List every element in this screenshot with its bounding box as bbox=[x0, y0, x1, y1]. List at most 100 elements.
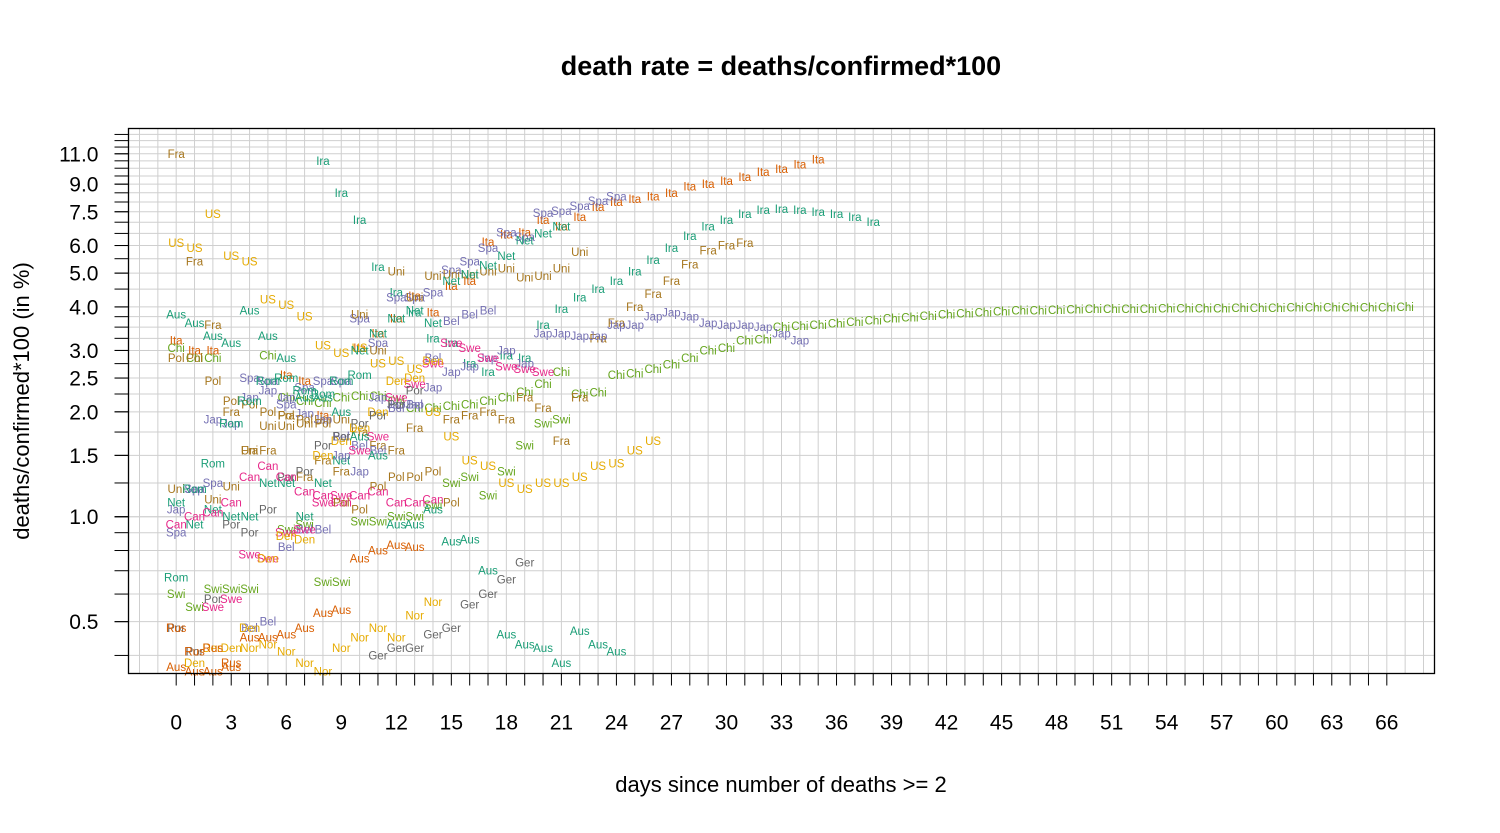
data-point-label: Ira bbox=[316, 156, 330, 168]
data-point-label: Pol bbox=[205, 376, 222, 388]
data-point-label: Aus bbox=[185, 666, 205, 678]
data-point-label: Swi bbox=[497, 466, 516, 478]
y-tick-label: 7.5 bbox=[69, 201, 98, 224]
data-point-label: Nor bbox=[314, 666, 333, 678]
data-point-label: Por bbox=[369, 411, 387, 423]
data-point-label: Fra bbox=[644, 289, 662, 301]
y-tick-label: 4.0 bbox=[69, 296, 98, 319]
data-point-label: Swe bbox=[312, 497, 334, 509]
data-point-label: Spa bbox=[276, 399, 297, 411]
data-point-label: Uni bbox=[388, 267, 405, 279]
data-point-label: Uni bbox=[333, 415, 350, 427]
data-point-label: Nor bbox=[405, 611, 424, 623]
data-point-label: Jap bbox=[552, 329, 571, 341]
data-point-label: Fra bbox=[278, 411, 296, 423]
data-point-label: Swe bbox=[440, 338, 462, 350]
data-point-label: Net bbox=[241, 512, 260, 524]
data-point-label: Swi bbox=[534, 419, 553, 431]
x-tick-label: 54 bbox=[1155, 712, 1179, 735]
data-point-label: Swe bbox=[458, 343, 480, 355]
data-point-label: Ira bbox=[426, 333, 440, 345]
y-axis: 0.5 1.0 1.5 2.0 2.5 3.0 4.0 5.0 6.0 7.5 9.0 11.0 bbox=[59, 133, 129, 656]
data-point-label: Chi bbox=[168, 343, 185, 355]
data-point-label: Ira bbox=[591, 284, 605, 296]
data-point-label: Jap bbox=[754, 322, 773, 334]
data-point-label: Ira bbox=[848, 212, 862, 224]
data-point-label: Jap bbox=[314, 415, 333, 427]
data-point-label: Spa bbox=[423, 287, 444, 299]
data-point-label: Fra bbox=[608, 318, 626, 330]
data-point-label: Uni bbox=[168, 484, 185, 496]
data-point-label: Aus bbox=[368, 450, 388, 462]
x-tick-label: 45 bbox=[990, 712, 1013, 735]
data-point-label: Ira bbox=[775, 204, 789, 216]
data-point-label: Spa bbox=[331, 376, 352, 388]
data-point-label: Uni bbox=[369, 345, 386, 357]
data-point-label: Can bbox=[257, 461, 278, 473]
data-point-label: Chi bbox=[901, 312, 918, 324]
data-point-label: Uni bbox=[259, 421, 276, 433]
data-point-label: Fra bbox=[718, 241, 736, 253]
data-point-label: Uni bbox=[406, 293, 423, 305]
data-point-label: Ira bbox=[738, 209, 752, 221]
chart-title: death rate = deaths/confirmed*100 bbox=[561, 51, 1001, 81]
data-point-label: Spa bbox=[203, 478, 224, 490]
data-point-label: Den bbox=[221, 643, 242, 655]
data-point-label: Spa bbox=[569, 201, 590, 213]
data-point-label: Ira bbox=[390, 287, 404, 299]
data-point-label: Net bbox=[204, 504, 223, 516]
data-point-label: Net bbox=[186, 520, 205, 532]
data-point-label: Chi bbox=[956, 308, 973, 320]
data-point-label: Spa bbox=[588, 196, 609, 208]
data-point-label: Jap bbox=[277, 392, 296, 404]
data-point-label: Can bbox=[166, 520, 187, 532]
data-point-label: Jap bbox=[332, 450, 351, 462]
data-point-label: Chi bbox=[296, 396, 313, 408]
data-point-label: Chi bbox=[589, 388, 606, 400]
data-point-label: Chi bbox=[993, 307, 1010, 319]
data-point-label: Ger bbox=[478, 589, 497, 601]
data-point-label: Chi bbox=[755, 334, 772, 346]
data-point-label: Swi bbox=[387, 512, 406, 524]
x-tick-label: 42 bbox=[935, 712, 958, 735]
data-point-label: Net bbox=[351, 345, 370, 357]
data-point-label: Spa bbox=[459, 256, 480, 268]
data-point-label: Chi bbox=[828, 319, 845, 331]
data-point-label: Ira bbox=[371, 262, 385, 274]
data-point-label: Can bbox=[349, 491, 370, 503]
data-point-label: Rus bbox=[221, 658, 242, 670]
data-point-label: Por bbox=[222, 520, 240, 532]
data-point-label: Can bbox=[221, 497, 242, 509]
data-point-label: Fra bbox=[553, 436, 571, 448]
data-point-label: Ita bbox=[738, 172, 751, 184]
data-point-label: Fra bbox=[333, 466, 351, 478]
data-point-label: Aus bbox=[331, 605, 351, 617]
data-point-label: Pol bbox=[315, 419, 332, 431]
data-point-label: US bbox=[260, 295, 276, 307]
data-point-label: Chi bbox=[479, 396, 496, 408]
data-point-label: US bbox=[498, 478, 514, 490]
data-point-label: Net bbox=[442, 276, 461, 288]
data-point-label: Nor bbox=[387, 633, 406, 645]
data-point-label: Ita bbox=[757, 167, 770, 179]
data-point-label: Swe bbox=[403, 379, 425, 391]
data-point-label: Chi bbox=[1085, 304, 1102, 316]
x-tick-label: 36 bbox=[825, 712, 848, 735]
data-point-label: Uni bbox=[461, 270, 478, 282]
data-point-label: Uni bbox=[241, 445, 258, 457]
data-point-label: Aus bbox=[350, 553, 370, 565]
data-point-label: Aus bbox=[295, 392, 315, 404]
data-point-label: Por bbox=[167, 623, 185, 635]
data-point-label: Aus bbox=[405, 542, 425, 554]
data-point-label: Pol bbox=[370, 482, 387, 494]
data-point-label: Can bbox=[294, 487, 315, 499]
data-point-label: Can bbox=[239, 472, 260, 484]
data-point-label: Ira bbox=[353, 215, 367, 227]
data-point-label: Ita bbox=[683, 182, 696, 194]
data-point-label: Aus bbox=[221, 662, 241, 674]
data-point-label: Fra bbox=[186, 256, 204, 268]
data-point-label: Por bbox=[204, 594, 222, 606]
data-point-label: Fra bbox=[241, 445, 259, 457]
x-tick-label: 24 bbox=[605, 712, 629, 735]
data-point-label: US bbox=[462, 456, 478, 468]
